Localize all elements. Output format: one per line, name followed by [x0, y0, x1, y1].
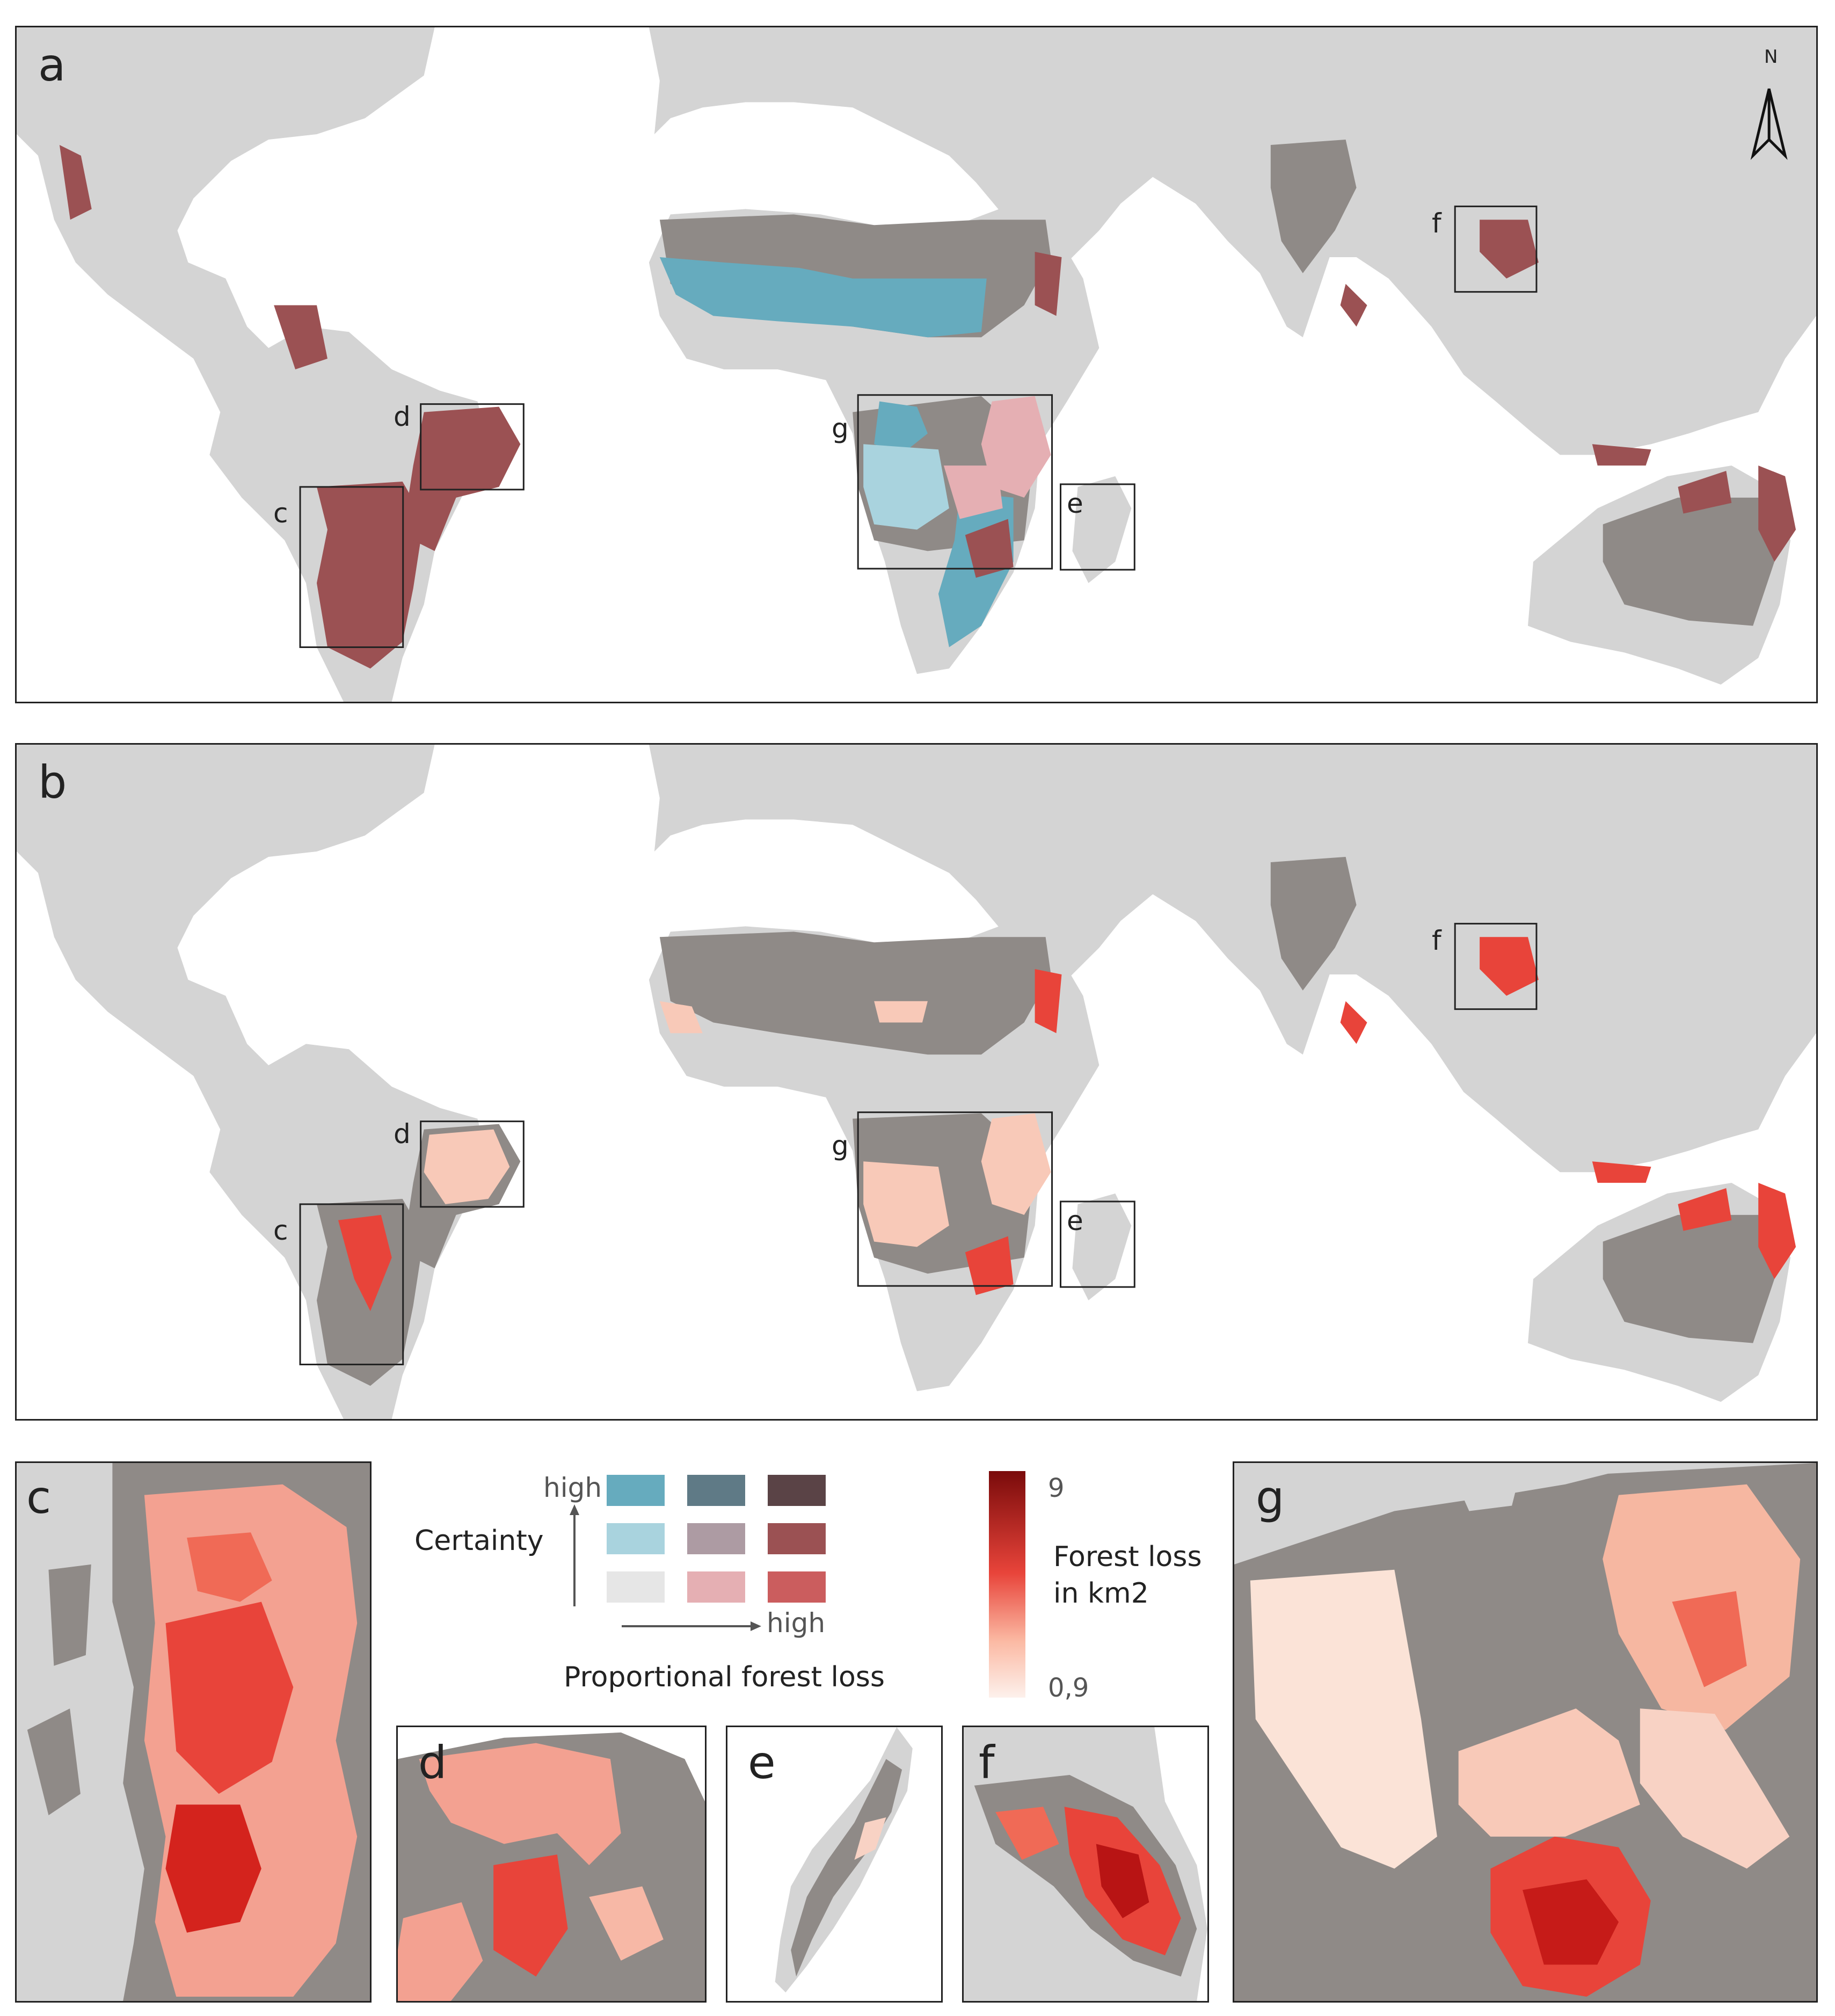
- swatch-low-certainty-low-loss: [607, 1571, 665, 1603]
- inset-panel-e: e: [726, 1726, 943, 2003]
- forest-loss-max-label: 9: [1048, 1473, 1065, 1503]
- inset-panel-g: g: [1233, 1461, 1818, 2003]
- north-arrow-icon: [1750, 88, 1788, 160]
- forest-loss-low: [424, 1001, 1051, 1247]
- north-label: N: [1764, 46, 1778, 68]
- inset-panel-d: d: [396, 1726, 707, 2003]
- loss-arrow-icon: [622, 1621, 761, 1631]
- inset-box-label-g: g: [832, 413, 849, 444]
- inset-box-label-f: f: [1432, 208, 1441, 239]
- forest-loss-high: [338, 937, 1796, 1311]
- inset-box-label-e: e: [1067, 1205, 1083, 1236]
- certainty-arrow-icon: [570, 1504, 579, 1606]
- world-map-forest-loss: [17, 745, 1816, 1419]
- inset-panel-c: c: [15, 1461, 372, 2003]
- continuous-legend: 9 Forest loss in km2 0,9: [982, 1471, 1229, 1718]
- panel-label-d: d: [418, 1736, 447, 1789]
- swatch-low-certainty-high-loss: [768, 1571, 826, 1603]
- panel-label-e: e: [748, 1736, 776, 1789]
- swatch-high-certainty-low-loss: [607, 1475, 665, 1506]
- inset-box-label-c: c: [273, 1215, 288, 1246]
- inset-box-label-d: d: [394, 1118, 411, 1149]
- panel-label-g: g: [1256, 1471, 1285, 1524]
- forest-zones-high-loss: [59, 144, 1796, 669]
- panel-label-f: f: [979, 1736, 995, 1789]
- panel-label-b: b: [38, 756, 67, 809]
- inset-map-c: [17, 1463, 370, 2001]
- inset-box-label-e: e: [1067, 488, 1083, 519]
- inset-map-e: [727, 1727, 941, 2001]
- certainty-axis-label: Certainty: [414, 1525, 544, 1557]
- swatch-mid-certainty-low-loss: [607, 1523, 665, 1554]
- inset-box-label-g: g: [832, 1130, 849, 1161]
- inset-box-label-f: f: [1432, 925, 1441, 956]
- forest-loss-title-line1: Forest loss: [1053, 1541, 1202, 1573]
- land-masses: [17, 27, 1816, 702]
- forest-zones-moderate-loss: [943, 396, 1051, 519]
- loss-high-label: high: [767, 1607, 826, 1639]
- swatch-mid-certainty-mid-loss: [687, 1523, 745, 1554]
- panel-label-a: a: [38, 39, 66, 91]
- swatch-high-certainty-high-loss: [768, 1475, 826, 1506]
- map-panel-a: a N c d g e f: [15, 26, 1818, 703]
- forest-zones-medium-certainty: [863, 444, 949, 530]
- forest-loss-title-line2: in km2: [1053, 1577, 1149, 1610]
- world-map-certainty: [17, 27, 1816, 702]
- inset-boxes: [299, 205, 1538, 648]
- forest-loss-color-ramp: [989, 1471, 1025, 1698]
- inset-panel-f: f: [962, 1726, 1209, 2003]
- inset-map-d: [398, 1727, 705, 2001]
- proportional-loss-axis-label: Proportional forest loss: [564, 1661, 885, 1693]
- inset-map-g: [1234, 1463, 1816, 2001]
- swatch-high-certainty-mid-loss: [687, 1475, 745, 1506]
- certainty-high-label: high: [543, 1472, 602, 1503]
- swatch-low-certainty-mid-loss: [687, 1571, 745, 1603]
- forest-loss-min-label: 0,9: [1048, 1673, 1089, 1703]
- inset-boxes: [299, 922, 1538, 1365]
- inset-map-f: [964, 1727, 1207, 2001]
- panel-label-c: c: [26, 1471, 52, 1524]
- swatch-mid-certainty-high-loss: [768, 1523, 826, 1554]
- land-masses: [17, 745, 1816, 1419]
- bivariate-legend: high Certainty high Proportional forest …: [397, 1461, 913, 1708]
- map-panel-b: b c d g e f: [15, 743, 1818, 1421]
- inset-box-label-d: d: [394, 401, 411, 432]
- inset-box-label-c: c: [273, 498, 288, 529]
